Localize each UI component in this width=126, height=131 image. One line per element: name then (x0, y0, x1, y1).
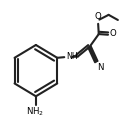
Text: O: O (94, 12, 101, 21)
Text: O: O (109, 29, 116, 38)
Text: N: N (97, 63, 104, 72)
Text: NH$_2$: NH$_2$ (26, 106, 44, 118)
Text: NH: NH (67, 52, 78, 61)
